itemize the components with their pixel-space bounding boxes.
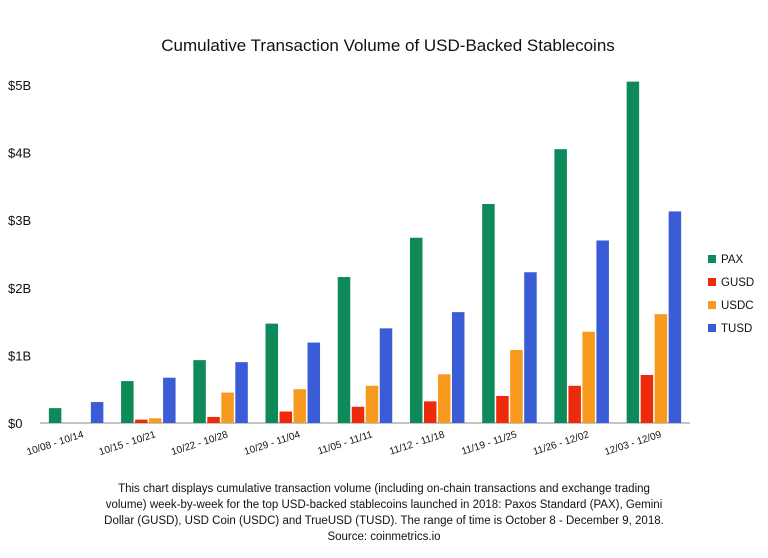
bars <box>48 81 682 424</box>
legend-label: GUSD <box>721 277 754 289</box>
bar-pax <box>482 203 495 423</box>
bar-pax <box>409 237 423 423</box>
caption-line: Dollar (GUSD), USD Coin (USDC) and TrueU… <box>104 515 664 527</box>
bar-tusd <box>524 272 537 423</box>
x-axis: 10/08 - 10/14 10/15 - 10/21 10/22 - 10/28 1… <box>26 429 664 458</box>
bar-gusd <box>207 416 220 423</box>
x-tick-label: 10/29 - 11/04 <box>243 429 302 458</box>
bar-usdc <box>293 389 307 423</box>
bar-gusd <box>135 419 148 423</box>
bar-usdc <box>149 418 162 423</box>
legend: PAX GUSD USDC TUSD <box>708 254 754 335</box>
caption-line: This chart displays cumulative transacti… <box>118 483 650 495</box>
bar-tusd <box>163 377 176 423</box>
caption-line: volume) week-by-week for the top USD-bac… <box>105 499 663 511</box>
x-tick-label: 10/08 - 10/14 <box>26 429 86 458</box>
bar-gusd <box>496 395 509 423</box>
bar-gusd <box>423 401 437 423</box>
bar-tusd <box>90 402 104 423</box>
bar-gusd <box>568 385 581 423</box>
bar-tusd <box>668 211 682 423</box>
chart-title: Cumulative Transaction Volume of USD-Bac… <box>161 36 615 55</box>
y-tick-label: $2B <box>8 281 31 296</box>
x-tick-label: 11/12 - 11/18 <box>388 429 446 457</box>
x-tick-label: 11/05 - 11/11 <box>317 429 375 457</box>
legend-label: TUSD <box>721 323 752 335</box>
bar-pax <box>121 381 134 423</box>
y-tick-label: $3B <box>8 213 31 228</box>
bar-usdc <box>437 374 451 423</box>
y-tick-label: $5B <box>8 78 31 93</box>
bar-tusd <box>307 342 321 423</box>
bar-pax <box>265 323 279 423</box>
x-tick-label: 12/03 - 12/09 <box>603 429 663 458</box>
y-tick-label: $4B <box>8 146 31 161</box>
y-tick-label: $1B <box>8 348 31 363</box>
legend-label: PAX <box>721 254 743 266</box>
caption-source: Source: coinmetrics.io <box>327 531 441 543</box>
legend-label: USDC <box>721 300 754 312</box>
x-tick-label: 10/15 - 10/21 <box>98 429 158 458</box>
bar-tusd <box>596 240 609 423</box>
bar-gusd <box>279 411 293 423</box>
bar-usdc <box>654 314 668 423</box>
x-tick-label: 11/19 - 11/25 <box>460 429 518 457</box>
bar-pax <box>337 276 351 423</box>
bar-pax <box>48 408 62 423</box>
y-tick-label: $0 <box>8 416 22 431</box>
bar-pax <box>554 149 567 423</box>
bar-pax <box>193 360 206 423</box>
bar-usdc <box>582 331 595 423</box>
bar-usdc <box>510 349 523 423</box>
bar-pax <box>626 81 640 424</box>
legend-swatch <box>708 255 716 263</box>
bar-gusd <box>640 375 654 423</box>
bar-tusd <box>379 328 393 423</box>
bar-gusd <box>351 406 365 423</box>
legend-swatch <box>708 324 716 332</box>
x-tick-label: 10/22 - 10/28 <box>170 429 230 458</box>
bar-tusd <box>235 362 248 423</box>
bar-usdc <box>221 392 234 423</box>
legend-swatch <box>708 278 716 286</box>
y-axis: $0 $1B $2B $3B $4B $5B <box>8 78 690 431</box>
legend-swatch <box>708 301 716 309</box>
bar-tusd <box>451 312 465 423</box>
x-tick-label: 11/26 - 12/02 <box>532 429 591 458</box>
chart-caption: This chart displays cumulative transacti… <box>40 481 728 545</box>
bar-usdc <box>365 385 379 423</box>
chart: Cumulative Transaction Volume of USD-Bac… <box>8 36 754 458</box>
